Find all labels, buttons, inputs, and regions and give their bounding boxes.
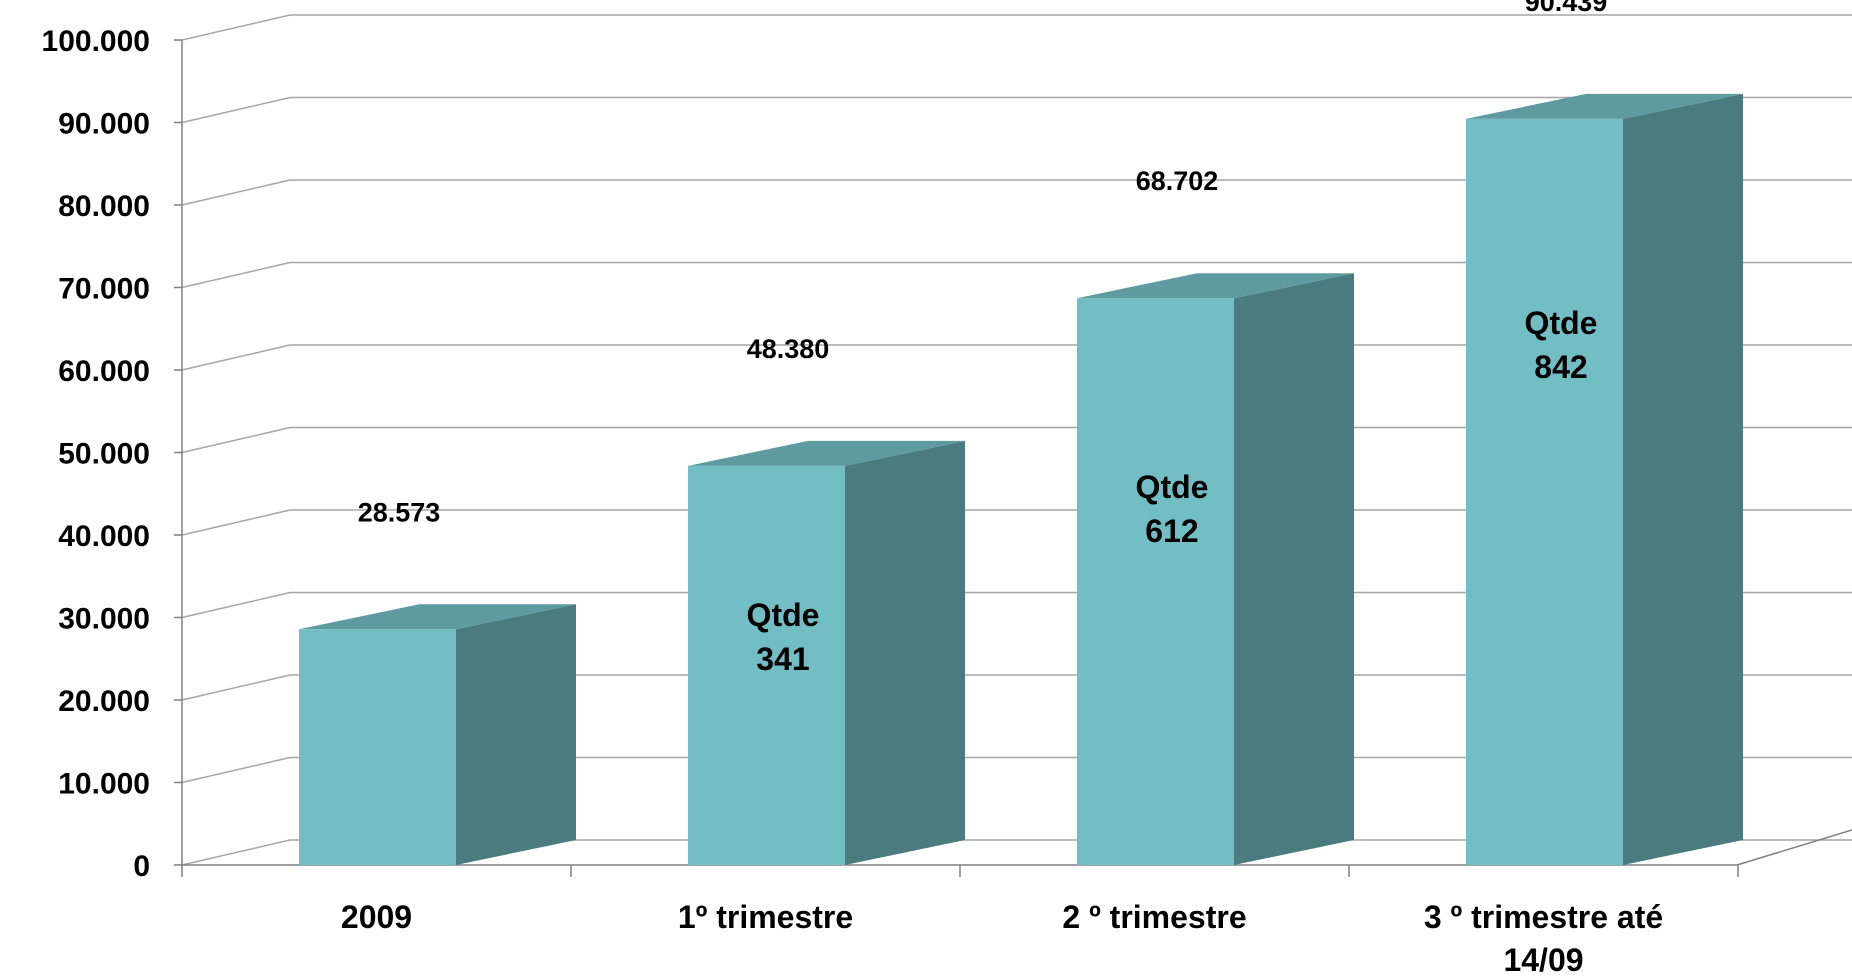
y-tick-label: 100.000 bbox=[42, 25, 150, 58]
bar-side bbox=[1623, 93, 1743, 866]
x-tick-label: 1º trimestre bbox=[678, 899, 853, 935]
data-label: 28.573 bbox=[358, 497, 441, 527]
gridline-side bbox=[181, 179, 291, 206]
y-tick-label: 40.000 bbox=[58, 520, 150, 553]
bar-side bbox=[1234, 273, 1354, 865]
bar-inner-label: Qtde bbox=[747, 597, 820, 633]
data-label: 68.702 bbox=[1136, 166, 1219, 196]
y-tick-label: 10.000 bbox=[58, 768, 150, 801]
gridline-side bbox=[181, 756, 291, 784]
gridline-side bbox=[181, 96, 291, 124]
gridline-side bbox=[181, 839, 291, 866]
bar-inner-label: 341 bbox=[756, 641, 809, 677]
bar bbox=[1466, 118, 1623, 866]
gridline-side bbox=[181, 674, 291, 701]
gridline-side bbox=[181, 261, 291, 289]
bar-top bbox=[299, 604, 576, 630]
bar-top bbox=[688, 440, 965, 466]
y-tick-label: 70.000 bbox=[58, 273, 150, 306]
bar-top bbox=[1077, 273, 1354, 299]
bar-inner-label: Qtde bbox=[1525, 305, 1598, 341]
gridline-side bbox=[181, 344, 291, 371]
x-tick-label: 2 º trimestre bbox=[1062, 899, 1246, 935]
gridline-side bbox=[181, 426, 291, 454]
x-tick-label: 14/09 bbox=[1503, 942, 1583, 977]
y-tick-label: 20.000 bbox=[58, 685, 150, 718]
bar-inner-label: 842 bbox=[1534, 349, 1587, 385]
floor-edge bbox=[1736, 829, 1852, 866]
y-tick-label: 30.000 bbox=[58, 603, 150, 636]
gridline-side bbox=[181, 591, 291, 619]
data-label: 90.439 bbox=[1525, 0, 1608, 17]
y-tick-label: 50.000 bbox=[58, 438, 150, 471]
bar-inner-label: Qtde bbox=[1136, 469, 1209, 505]
bar bbox=[1077, 298, 1234, 865]
label-layer: 0 10.000 20.000 30.000 40.000 50.000 60.000 70.… bbox=[42, 0, 1664, 977]
bar bbox=[688, 465, 845, 865]
x-tick-label: 3 º trimestre até bbox=[1424, 899, 1663, 935]
y-tick-label: 80.000 bbox=[58, 190, 150, 223]
bar-top bbox=[1466, 93, 1743, 119]
bar-side bbox=[845, 440, 965, 865]
bar-side bbox=[456, 604, 576, 865]
y-tick-label: 90.000 bbox=[58, 108, 150, 141]
gridline-side bbox=[181, 14, 291, 41]
bar-inner-label: 612 bbox=[1145, 513, 1198, 549]
bar bbox=[299, 629, 456, 865]
data-label: 48.380 bbox=[747, 334, 830, 364]
y-tick-label: 0 bbox=[133, 850, 150, 883]
bar-layer bbox=[299, 93, 1743, 866]
x-tick-label: 2009 bbox=[341, 899, 412, 935]
y-tick-label: 60.000 bbox=[58, 355, 150, 388]
gridline-side bbox=[181, 509, 291, 536]
